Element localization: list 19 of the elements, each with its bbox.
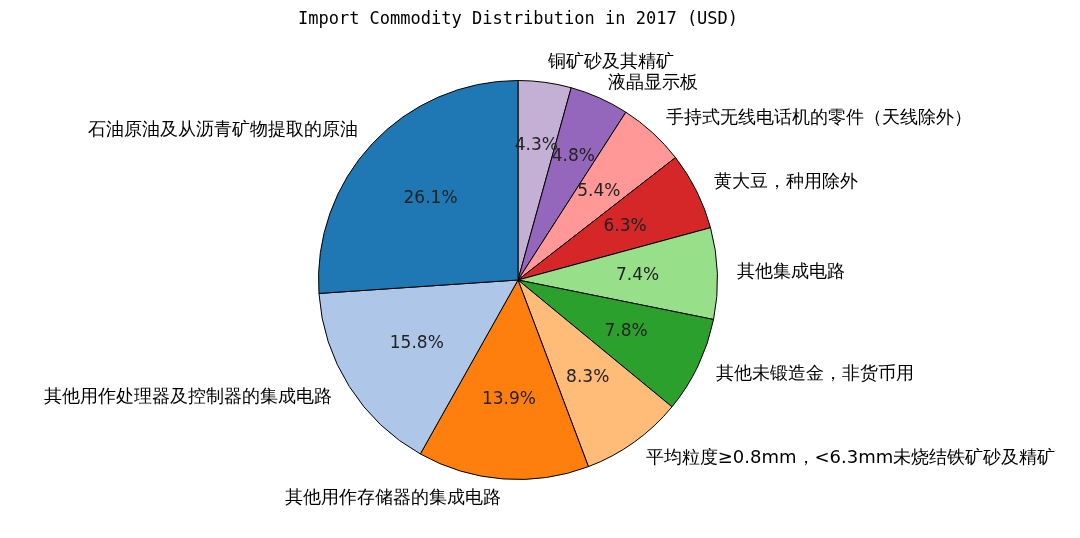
data-label: 8.3%	[566, 365, 610, 386]
data-label: 5.4%	[577, 180, 621, 201]
slice-label: 其他用作处理器及控制器的集成电路	[44, 384, 333, 406]
data-label: 7.8%	[604, 319, 648, 340]
slice-label: 黄大豆，种用除外	[714, 169, 859, 191]
slice-label: 手持式无线电话机的零件（天线除外）	[666, 105, 973, 127]
data-label: 26.1%	[403, 186, 458, 207]
slice-label: 其他集成电路	[737, 260, 846, 282]
slice-label: 石油原油及从沥青矿物提取的原油	[87, 117, 358, 139]
slice-label: 平均粒度≥0.8mm，<6.3mm未烧结铁矿砂及精矿	[645, 446, 1056, 468]
slice-label: 铜矿砂及其精矿	[546, 50, 674, 72]
data-label: 13.9%	[481, 387, 536, 408]
slice-label: 其他用作存储器的集成电路	[285, 486, 502, 508]
data-label: 15.8%	[389, 332, 444, 353]
chart-title: Import Commodity Distribution in 2017 (USD)	[297, 8, 739, 29]
data-label: 6.3%	[603, 214, 647, 235]
slice-label: 其他未锻造金，非货币用	[716, 361, 915, 383]
slice-label: 液晶显示板	[607, 71, 698, 93]
data-label: 7.4%	[616, 264, 660, 285]
